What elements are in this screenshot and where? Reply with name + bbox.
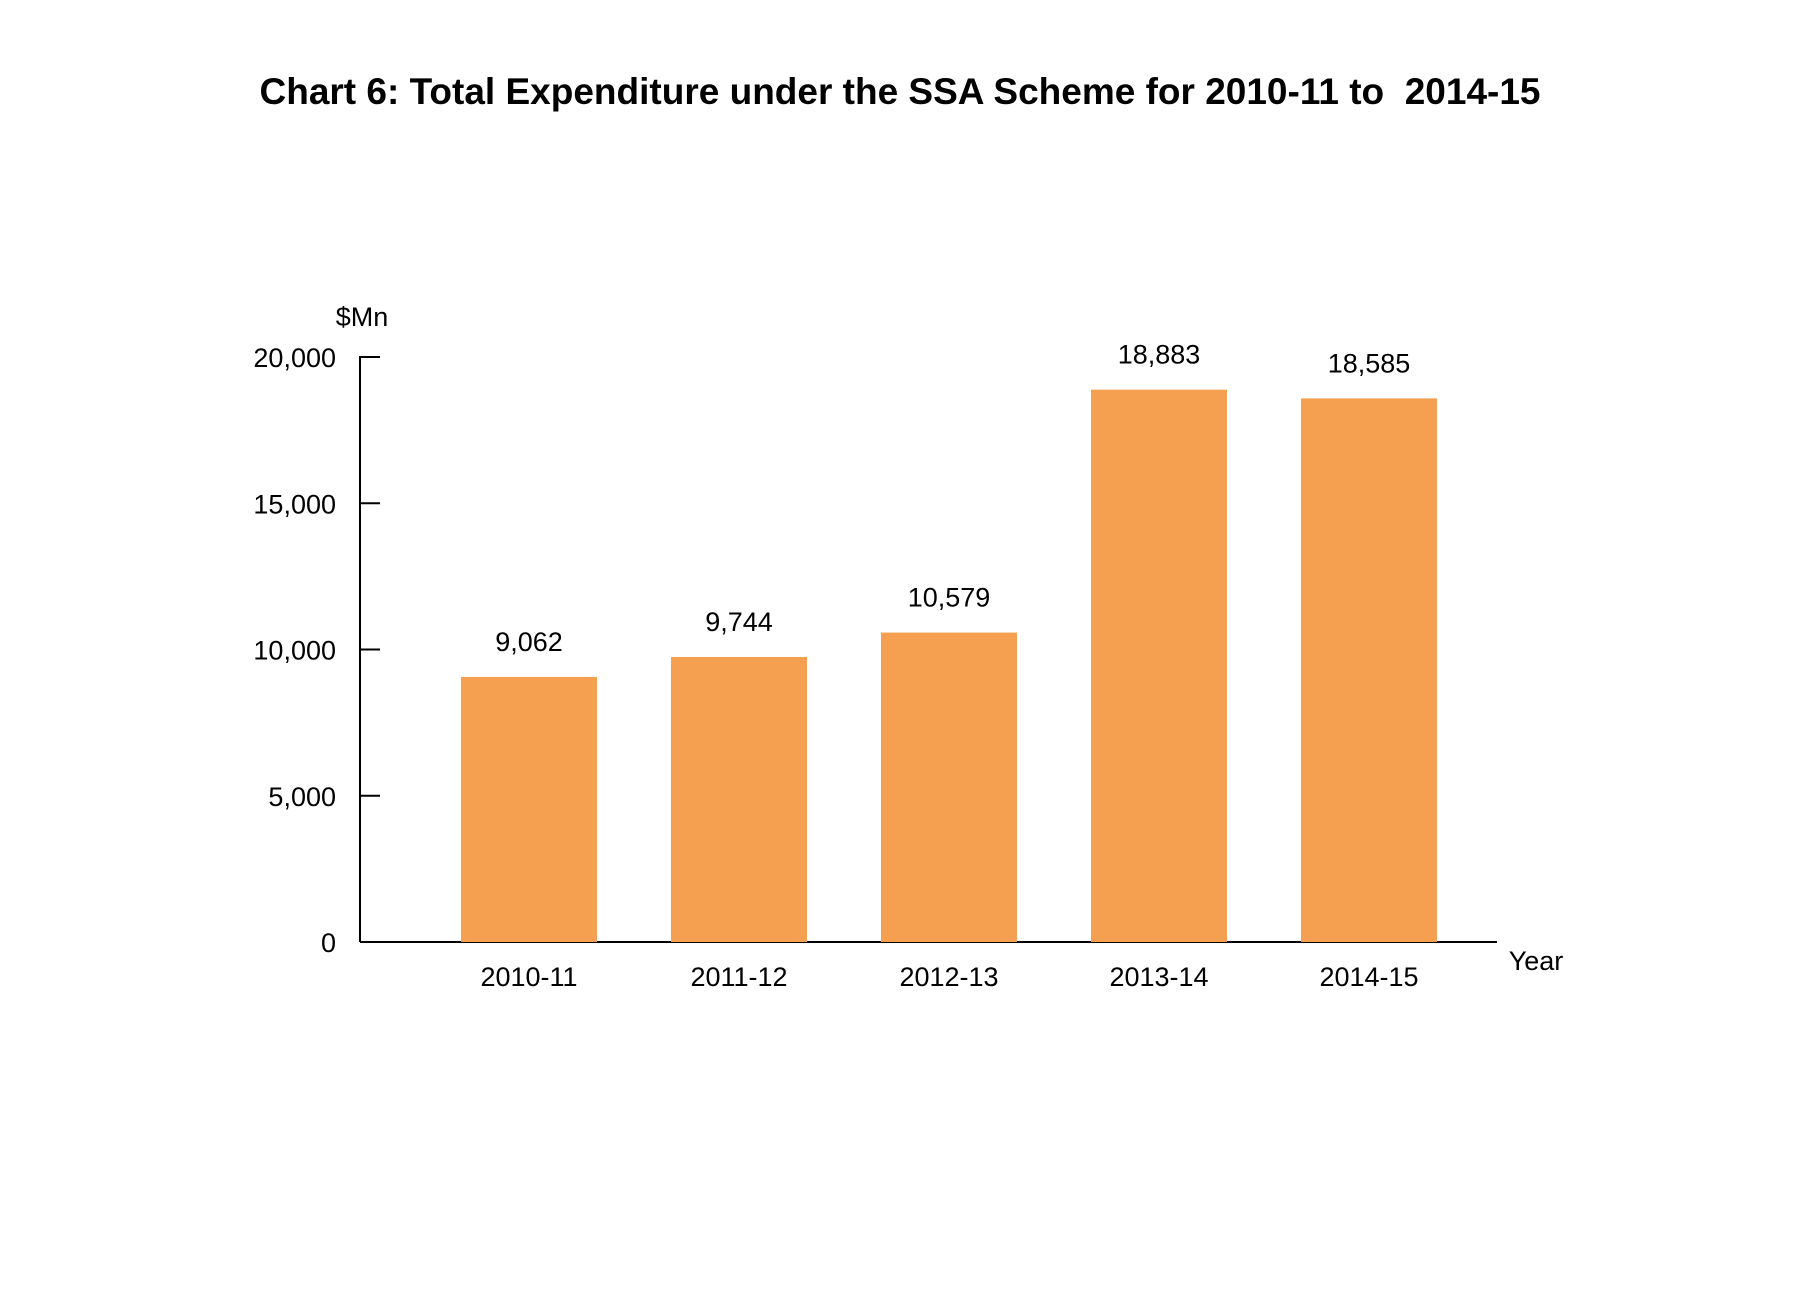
category-label: 2010-11 bbox=[480, 962, 577, 992]
bar bbox=[1091, 389, 1227, 942]
bars bbox=[461, 389, 1437, 942]
data-label: 18,883 bbox=[1118, 340, 1201, 370]
category-label: 2012-13 bbox=[899, 962, 998, 992]
category-label: 2014-15 bbox=[1319, 962, 1418, 992]
x-axis-label: Year bbox=[1509, 946, 1564, 976]
chart-title: Chart 6: Total Expenditure under the SSA… bbox=[260, 71, 1541, 112]
data-label: 9,744 bbox=[705, 607, 773, 637]
data-label: 10,579 bbox=[908, 583, 991, 613]
y-axis-label: $Mn bbox=[336, 302, 389, 332]
bar bbox=[1301, 398, 1437, 942]
bar bbox=[461, 676, 597, 942]
y-tick-label: 10,000 bbox=[253, 636, 336, 666]
y-tick-label: 5,000 bbox=[268, 782, 336, 812]
y-tick-label: 20,000 bbox=[253, 343, 336, 373]
category-label: 2013-14 bbox=[1109, 962, 1208, 992]
data-label: 18,585 bbox=[1328, 348, 1411, 378]
y-tick-label: 0 bbox=[321, 928, 336, 958]
data-labels: 9,062 9,744 10,579 18,883 18,585 bbox=[495, 340, 1410, 657]
category-labels: 2010-11 2011-12 2012-13 2013-14 2014-15 bbox=[480, 962, 1418, 992]
category-label: 2011-12 bbox=[690, 962, 787, 992]
data-label: 9,062 bbox=[495, 627, 563, 657]
y-ticks: 0 5,000 10,000 15,000 20,000 bbox=[253, 343, 380, 958]
bar bbox=[671, 656, 807, 942]
y-tick-label: 15,000 bbox=[253, 489, 336, 519]
bar bbox=[881, 632, 1017, 942]
